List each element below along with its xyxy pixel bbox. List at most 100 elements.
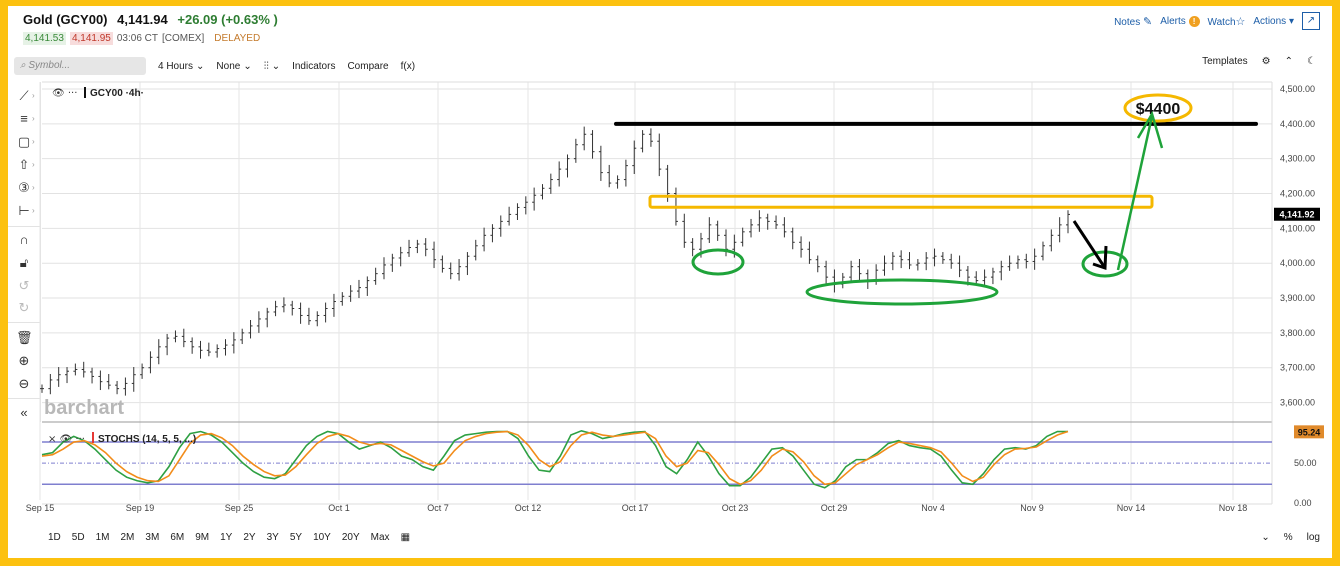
templates-button[interactable]: Templates (1202, 56, 1248, 67)
measure-icon[interactable]: ⊢ (18, 203, 30, 218)
svg-text:4,100.00: 4,100.00 (1280, 223, 1315, 233)
number-marker-icon[interactable]: ③ (18, 180, 30, 195)
exchange: [COMEX] (162, 33, 205, 44)
quote-time: 03:06 CT (116, 33, 159, 44)
range-button-1d[interactable]: 1D (48, 532, 61, 543)
redo-icon[interactable]: ↻ (18, 300, 30, 315)
svg-text:Oct 7: Oct 7 (427, 503, 449, 513)
svg-text:Sep 15: Sep 15 (26, 503, 55, 513)
percent-scale-button[interactable]: % (1283, 532, 1293, 543)
moon-icon[interactable]: ☾ (1307, 56, 1316, 67)
chart-type-dropdown[interactable]: ⫶⫶ ⌄ (264, 61, 280, 72)
svg-text:× 👁 ···: × 👁 ··· (48, 434, 85, 445)
range-button-2m[interactable]: 2M (120, 532, 135, 543)
function-button[interactable]: f(x) (400, 60, 416, 72)
svg-text:barchart: barchart (44, 397, 124, 419)
range-button-5d[interactable]: 5D (71, 532, 85, 543)
bid-price: 4,141.53 (23, 32, 66, 45)
svg-text:Sep 19: Sep 19 (126, 503, 155, 513)
svg-text:4,500.00: 4,500.00 (1280, 84, 1315, 94)
chevron-down-icon: ⌄ (271, 60, 281, 72)
compare-button[interactable]: Compare (347, 60, 389, 72)
range-button-6m[interactable]: 6M (170, 532, 185, 543)
instrument-header: Gold (GCY00) 4,141.94 +26.09 (+0.63% ) (23, 12, 278, 27)
magnet-icon[interactable]: ∩ (19, 232, 29, 247)
collapse-icon[interactable]: ⌃ (1284, 56, 1294, 67)
ask-price: 4,141.95 (69, 32, 113, 45)
actions-menu[interactable]: Actions ▾ (1253, 16, 1294, 27)
svg-text:0.00: 0.00 (1294, 498, 1312, 508)
edit-icon: ✎ (1142, 15, 1153, 28)
last-price: 4,141.94 (117, 12, 168, 27)
collapse-left-icon[interactable]: « (20, 405, 28, 420)
trash-icon[interactable]: 🗑︎ (16, 330, 33, 345)
expand-panes-icon[interactable]: ⌄ (1261, 532, 1270, 543)
instrument-name: Gold (GCY00) (23, 12, 108, 27)
chevron-right-icon: › (32, 137, 35, 146)
expand-icon[interactable]: ↗ (1302, 12, 1320, 30)
svg-text:Oct 23: Oct 23 (722, 503, 749, 513)
svg-text:3,800.00: 3,800.00 (1280, 328, 1315, 338)
chevron-right-icon: › (32, 206, 35, 215)
watch-link[interactable]: Watch☆ (1208, 15, 1246, 28)
price-change: +26.09 (+0.63% ) (177, 12, 278, 27)
log-scale-button[interactable]: log (1306, 532, 1320, 543)
svg-text:Nov 9: Nov 9 (1020, 503, 1044, 513)
chevron-right-icon: › (32, 160, 35, 169)
notes-link[interactable]: Notes ✎ (1114, 15, 1152, 28)
svg-text:Sep 25: Sep 25 (225, 503, 254, 513)
chart-window: Gold (GCY00) 4,141.94 +26.09 (+0.63% ) 4… (8, 6, 1332, 558)
lock-icon[interactable]: 🔓︎ (19, 255, 29, 270)
svg-text:Oct 12: Oct 12 (515, 503, 542, 513)
arrow-up-icon[interactable]: ⇧ (18, 157, 30, 172)
delayed-status: DELAYED (214, 33, 261, 44)
divider (8, 398, 41, 399)
chevron-right-icon: › (32, 114, 35, 123)
svg-text:$4400: $4400 (1136, 101, 1181, 118)
divider (8, 322, 41, 323)
overlay-dropdown[interactable]: None ⌄ (216, 61, 251, 72)
svg-text:GCY00 ·4h·: GCY00 ·4h· (90, 88, 144, 99)
range-button-20y[interactable]: 20Y (341, 532, 360, 543)
svg-text:Nov 18: Nov 18 (1219, 503, 1248, 513)
svg-text:Nov 4: Nov 4 (921, 503, 945, 513)
range-button-2y[interactable]: 2Y (243, 532, 256, 543)
symbol-search-input[interactable]: ⌕ Symbol... (14, 57, 146, 75)
search-icon: ⌕ (20, 60, 29, 71)
notes-label: Notes (1114, 16, 1141, 28)
alerts-link[interactable]: Alerts ! (1160, 15, 1200, 27)
actions-label: Actions (1253, 15, 1287, 27)
zoom-out-icon[interactable]: ⊖ (18, 376, 30, 391)
range-button-max[interactable]: Max (370, 532, 390, 543)
star-icon: ☆ (1235, 15, 1246, 28)
range-button-9m[interactable]: 9M (195, 532, 210, 543)
zoom-in-icon[interactable]: ⊕ (18, 353, 30, 368)
range-button-1m[interactable]: 1M (95, 532, 110, 543)
quote-details: 4,141.53 4,141.95 03:06 CT [COMEX] DELAY… (23, 32, 260, 45)
calendar-icon[interactable]: ▦ (400, 532, 411, 543)
range-button-10y[interactable]: 10Y (313, 532, 331, 543)
undo-icon[interactable]: ↺ (18, 278, 30, 293)
svg-text:4,200.00: 4,200.00 (1280, 189, 1315, 199)
ohlc-bars-icon: ⫶⫶ (263, 60, 269, 72)
chevron-right-icon: › (32, 91, 35, 100)
range-button-3y[interactable]: 3Y (266, 532, 279, 543)
rectangle-icon[interactable]: ▢ (17, 134, 31, 149)
interval-dropdown[interactable]: 4 Hours ⌄ (158, 61, 204, 72)
svg-text:4,141.92: 4,141.92 (1279, 210, 1314, 220)
svg-text:50.00: 50.00 (1294, 458, 1317, 468)
indicators-button[interactable]: Indicators (292, 60, 336, 72)
trendline-icon[interactable]: ⟋ (19, 88, 29, 103)
price-chart[interactable]: 4,500.00 4,400.00 4,300.00 4,200.00 4,100.00… (8, 6, 1332, 558)
svg-text:4,000.00: 4,000.00 (1280, 258, 1315, 268)
range-button-5y[interactable]: 5Y (289, 532, 303, 543)
fibonacci-icon[interactable]: ≡ (20, 111, 28, 126)
range-button-1y[interactable]: 1Y (220, 532, 233, 543)
svg-text:3,900.00: 3,900.00 (1280, 293, 1315, 303)
toolbar-right: Templates ⚙ ⌃ ☾ (1202, 56, 1316, 67)
svg-text:Nov 14: Nov 14 (1117, 503, 1146, 513)
range-button-3m[interactable]: 3M (145, 532, 160, 543)
caret-down-icon: ▾ (1288, 15, 1294, 27)
gear-icon[interactable]: ⚙ (1261, 56, 1271, 67)
range-selector: 1D 5D 1M 2M 3M 6M 9M 1Y 2Y 3Y 5Y 10Y 20Y Max ▦ (48, 532, 410, 543)
